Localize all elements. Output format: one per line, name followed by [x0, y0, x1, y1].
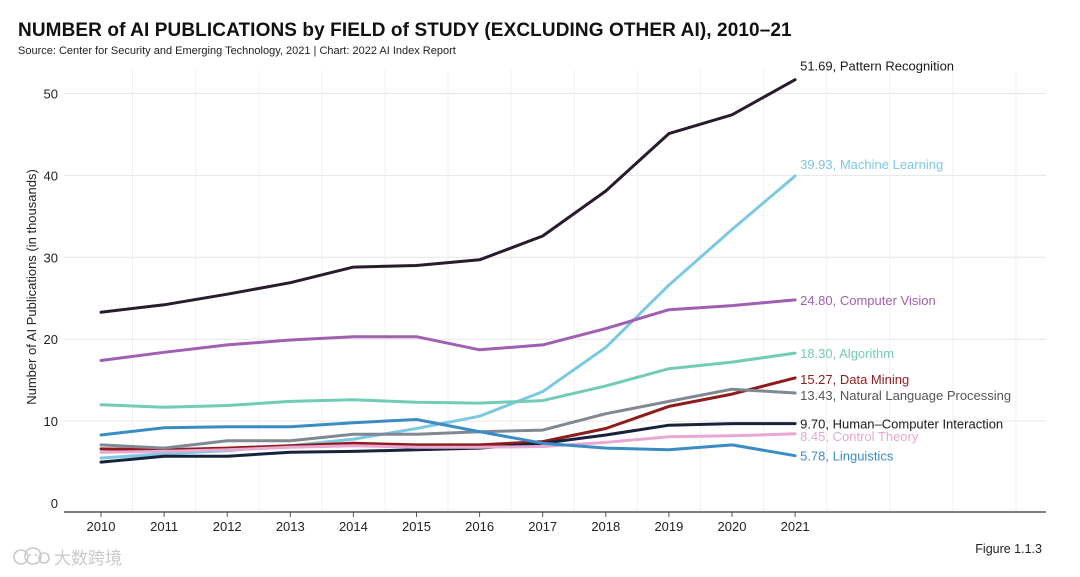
x-tick-label: 2014 [339, 519, 368, 534]
x-tick-label: 2016 [465, 519, 494, 534]
series-line-pattern-recognition [99, 78, 797, 314]
x-tick-label: 2013 [276, 519, 305, 534]
y-tick-label: 50 [44, 87, 58, 102]
series-end-label: 5.78, Linguistics [800, 449, 894, 464]
y-axis-title: Number of AI Publications (in thousands) [24, 169, 39, 405]
series-lines [99, 78, 797, 464]
y-tick-label: 30 [44, 250, 58, 265]
series-end-label: 8.45, Control Theory [800, 429, 919, 444]
series-end-label: 13.43, Natural Language Processing [800, 388, 1011, 403]
x-tick-label: 2019 [654, 519, 683, 534]
x-tick-label: 2010 [87, 519, 116, 534]
x-tick-label: 2017 [528, 519, 557, 534]
series-line-linguistics [99, 418, 797, 458]
series-end-label: 9.70, Human–Computer Interaction [800, 417, 1003, 432]
series-end-label: 51.69, Pattern Recognition [800, 59, 954, 74]
chart-source: Source: Center for Security and Emerging… [18, 45, 456, 57]
series-line-human-computer-interaction [99, 422, 797, 464]
x-tick-label: 2015 [402, 519, 431, 534]
grid [64, 70, 1046, 512]
x-tick-label: 2018 [591, 519, 620, 534]
x-tick-label: 2020 [718, 519, 747, 534]
smiley-cloud-icon [13, 546, 50, 565]
axes: 0 10 20 30 40 50 2010 2011 2012 2013 2014 2015 2016 2… [24, 87, 1046, 534]
chart-title: NUMBER of AI PUBLICATIONS by FIELD of ST… [18, 20, 792, 41]
x-tick-label: 2021 [781, 519, 810, 534]
series-line-computer-vision [99, 298, 797, 362]
series-end-label: 15.27, Data Mining [800, 372, 909, 387]
series-end-label: 24.80, Computer Vision [800, 293, 936, 308]
watermark: 大数跨境 [12, 544, 122, 569]
x-tick-label: 2011 [150, 519, 178, 534]
series-labels: 51.69, Pattern Recognition 39.93, Machine… [800, 59, 1011, 464]
series-end-label: 39.93, Machine Learning [800, 157, 943, 172]
watermark-text: 大数跨境 [54, 549, 122, 568]
y-tick-label: 10 [44, 414, 58, 429]
figure-label: Figure 1.1.3 [975, 542, 1042, 556]
y-tick-label: 20 [44, 332, 58, 347]
series-line-algorithm [99, 351, 797, 409]
y-tick-label: 40 [44, 168, 58, 183]
series-end-label: 18.30, Algorithm [800, 346, 894, 361]
x-tick-label: 2012 [213, 519, 242, 534]
series-line-control-theory [99, 432, 797, 454]
series-line-natural-language-processing [99, 387, 797, 450]
series-line-data-mining [99, 376, 797, 452]
y-tick-label: 0 [51, 496, 58, 511]
